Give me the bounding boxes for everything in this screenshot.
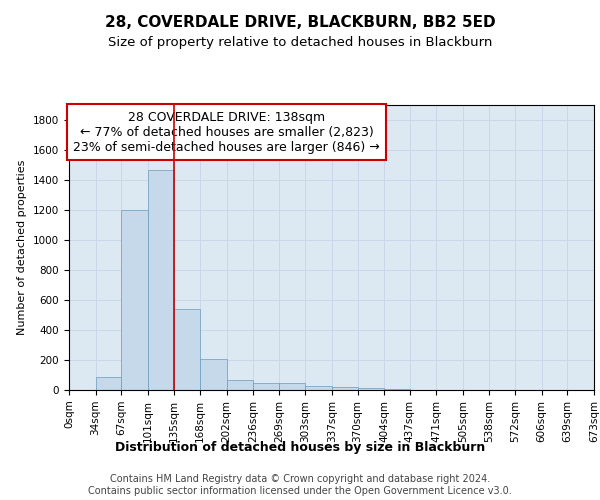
- Text: Contains HM Land Registry data © Crown copyright and database right 2024.: Contains HM Land Registry data © Crown c…: [110, 474, 490, 484]
- Bar: [279, 383, 305, 390]
- Bar: [358, 388, 384, 390]
- Y-axis label: Number of detached properties: Number of detached properties: [17, 160, 28, 335]
- Bar: [332, 387, 358, 390]
- Text: Contains public sector information licensed under the Open Government Licence v3: Contains public sector information licen…: [88, 486, 512, 496]
- Text: 28 COVERDALE DRIVE: 138sqm
← 77% of detached houses are smaller (2,823)
23% of s: 28 COVERDALE DRIVE: 138sqm ← 77% of deta…: [73, 110, 380, 154]
- Text: Size of property relative to detached houses in Blackburn: Size of property relative to detached ho…: [108, 36, 492, 49]
- Bar: [121, 210, 148, 390]
- Bar: [200, 359, 227, 390]
- Text: Distribution of detached houses by size in Blackburn: Distribution of detached houses by size …: [115, 441, 485, 454]
- Bar: [95, 376, 121, 390]
- Bar: [253, 382, 279, 390]
- Bar: [305, 386, 332, 390]
- Bar: [384, 388, 410, 390]
- Bar: [148, 170, 175, 390]
- Bar: [227, 380, 253, 390]
- Text: 28, COVERDALE DRIVE, BLACKBURN, BB2 5ED: 28, COVERDALE DRIVE, BLACKBURN, BB2 5ED: [104, 15, 496, 30]
- Bar: [175, 309, 200, 390]
